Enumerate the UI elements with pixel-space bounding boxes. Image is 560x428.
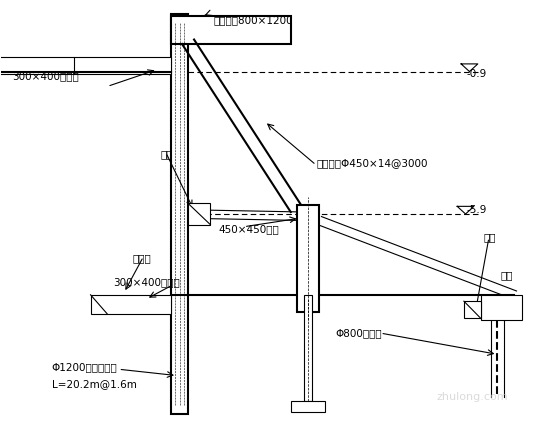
Bar [91,295,171,314]
Text: 300×400排水沟: 300×400排水沟 [113,277,180,287]
Polygon shape [464,301,480,318]
Text: 牛腿: 牛腿 [483,232,496,242]
Text: 450×450立柱: 450×450立柱 [219,224,279,234]
Text: 承台: 承台 [500,270,512,281]
Text: Φ1200钻孔咬合桩: Φ1200钻孔咬合桩 [52,362,117,372]
Text: -5.9: -5.9 [466,205,487,215]
Polygon shape [188,203,211,225]
Text: 钢管斜撑Φ450×14@3000: 钢管斜撑Φ450×14@3000 [316,158,428,168]
Bar [171,16,291,44]
Text: 桩顶冠梁800×1200: 桩顶冠梁800×1200 [213,15,293,26]
Bar [297,205,319,312]
Text: 基坑底: 基坑底 [132,254,151,264]
Bar [291,401,325,412]
Text: 牛腿: 牛腿 [160,149,172,160]
Bar [171,14,188,414]
Text: L=20.2m@1.6m: L=20.2m@1.6m [52,379,137,389]
Text: zhulong.com: zhulong.com [436,392,508,402]
Bar [304,295,312,401]
Bar [74,56,171,74]
Text: 300×400排水沟: 300×400排水沟 [12,71,80,81]
Bar [480,295,522,320]
Text: Φ800立柱桩: Φ800立柱桩 [336,328,382,338]
Text: -0.9: -0.9 [466,68,487,79]
